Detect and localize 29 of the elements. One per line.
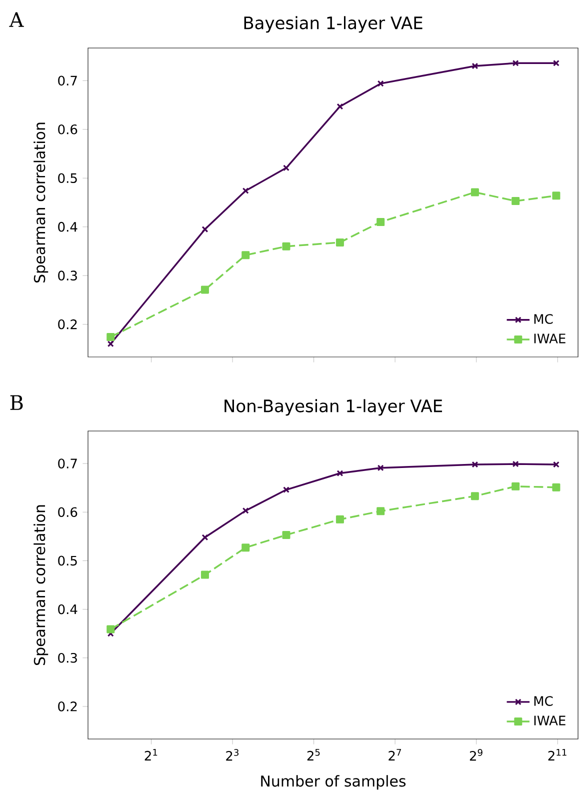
y-tick-label: 0.7 <box>58 76 77 86</box>
x-tick-label: 2$^{5}$ <box>307 749 320 761</box>
y-tick-label: 0.6 <box>58 124 78 134</box>
y-tick-label: 0.7 <box>58 458 77 468</box>
y-tick-label: 0.5 <box>58 556 77 566</box>
legend-label: MC <box>534 314 553 324</box>
y-tick-label: 0.5 <box>58 173 77 184</box>
text: B <box>10 395 23 410</box>
chart-title: Bayesian 1-layer VAE <box>244 16 422 33</box>
x-tick-label: 2$^{3}$ <box>226 749 238 761</box>
y-tick-label: 0.2 <box>58 702 77 712</box>
y-tick-label: 0.4 <box>58 222 78 232</box>
x-tick-label: 2$^{9}$ <box>470 749 482 761</box>
text: A <box>9 12 24 27</box>
chart-title: Non-Bayesian 1-layer VAE <box>224 399 442 416</box>
y-axis-title: Spearman correlation <box>34 122 48 282</box>
x-axis-title: Number of samples <box>261 775 406 790</box>
legend-label: MC <box>534 696 553 706</box>
y-axis-title: Spearman correlation <box>34 505 48 665</box>
legend-label: IWAE <box>534 716 566 726</box>
y-tick-label: 0.6 <box>58 507 78 518</box>
y-tick-label: 0.3 <box>58 652 77 663</box>
x-tick-label: 2$^{7}$ <box>388 749 401 761</box>
y-tick-label: 0.3 <box>58 270 77 281</box>
y-tick-label: 0.4 <box>58 604 78 614</box>
x-tick-label: 2$^{1}$ <box>144 749 158 761</box>
y-tick-label: 0.2 <box>58 319 77 330</box>
legend-label: IWAE <box>534 334 566 344</box>
x-tick-label: 2$^{11}$ <box>548 749 566 761</box>
